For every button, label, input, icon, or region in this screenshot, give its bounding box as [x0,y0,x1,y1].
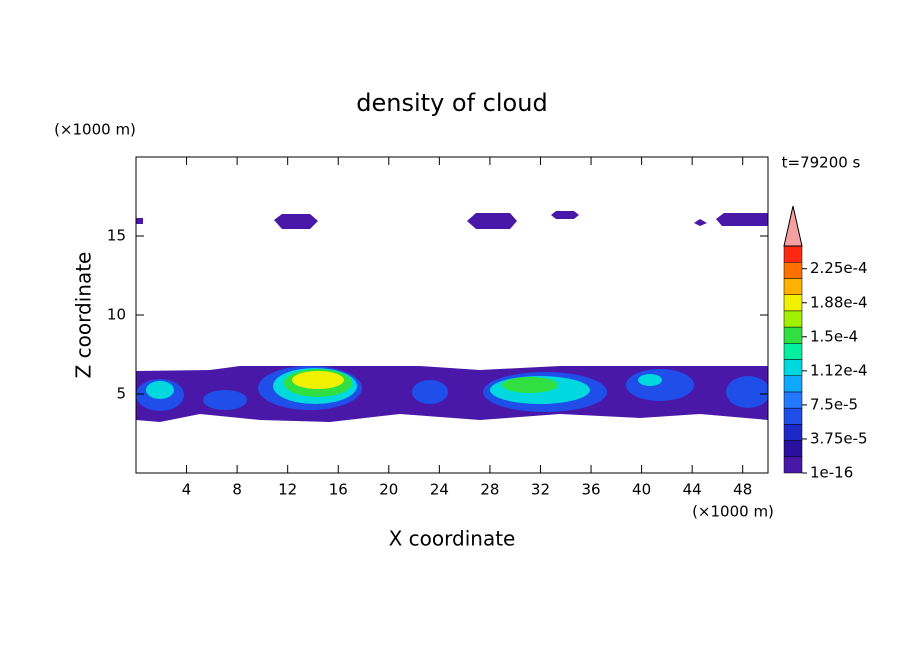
colorbar-band [783,294,803,312]
chart-title: density of cloud [356,89,547,117]
x-tick-label: 36 [581,481,600,499]
colorbar-band [783,456,803,474]
colorbar-band [783,359,803,376]
colorbar-tick-label: 3.75e-5 [810,429,868,447]
colorbar-tick-label: 2.25e-4 [810,259,868,277]
colorbar-band [783,424,803,441]
x-tick-label: 4 [182,481,192,499]
cloud-field [136,211,768,422]
plot-frame [135,156,769,474]
colorbar-band [783,375,803,393]
x-tick-label: 16 [329,481,348,499]
colorbar-band [783,310,803,328]
x-axis-label: X coordinate [389,527,516,551]
colorbar-band [783,343,803,360]
x-tick-label: 8 [232,481,242,499]
y-unit: (×1000 m) [54,121,136,139]
colorbar-extend [783,205,803,247]
time-label: t=79200 s [782,154,861,172]
y-tick-label: 15 [107,227,126,245]
colorbar-tick-label: 7.5e-5 [810,395,858,413]
colorbar-band [783,440,803,458]
x-tick-label: 32 [531,481,550,499]
x-tick-label: 24 [430,481,449,499]
colorbar-tick-label: 1.12e-4 [810,361,868,379]
colorbar-band [783,391,803,409]
x-tick-label: 48 [733,481,752,499]
y-tick-label: 10 [107,306,126,324]
x-tick-label: 20 [379,481,398,499]
colorbar-tick-label: 1e-16 [810,464,853,482]
y-tick-label: 5 [116,385,126,403]
y-axis-label: Z coordinate [72,252,96,379]
x-unit: (×1000 m) [692,503,774,521]
colorbar-band [783,278,803,295]
x-tick-label: 28 [480,481,499,499]
x-tick-label: 44 [683,481,702,499]
colorbar-band [783,326,803,344]
x-tick-label: 12 [278,481,297,499]
colorbar-band [783,261,803,279]
x-tick-label: 40 [632,481,651,499]
colorbar-band [783,245,803,263]
colorbar-band [783,407,803,425]
colorbar-tick-label: 1.5e-4 [810,327,858,345]
colorbar-tick-label: 1.88e-4 [810,293,868,311]
